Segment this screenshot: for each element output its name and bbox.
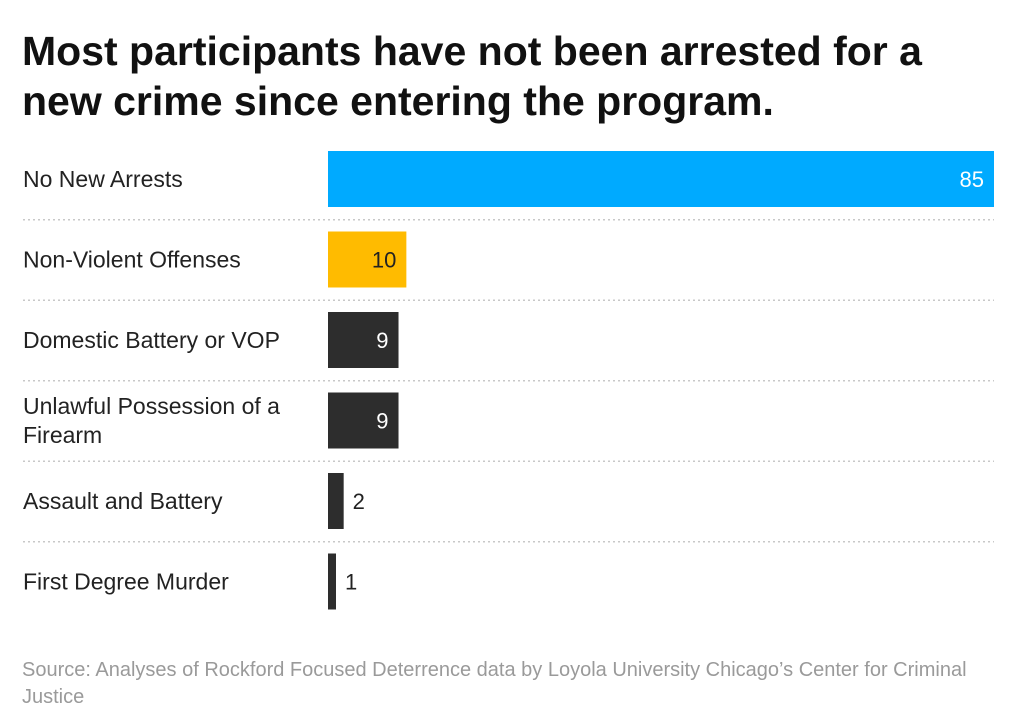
category-label-0: No New Arrests [23, 166, 183, 192]
value-label-3: 9 [376, 409, 388, 434]
value-label-4: 2 [353, 489, 365, 514]
bar-0 [328, 151, 994, 207]
source-note: Source: Analyses of Rockford Focused Det… [22, 659, 967, 708]
value-label-5: 1 [345, 570, 357, 595]
bar-2 [328, 312, 399, 368]
category-label-3: Unlawful Possession of a Firearm [23, 393, 280, 448]
category-label-2: Domestic Battery or VOP [23, 327, 280, 353]
bar-3 [328, 392, 399, 449]
chart-title: Most participants have not been arrested… [22, 28, 922, 124]
category-label-5: First Degree Murder [23, 569, 229, 595]
value-label-2: 9 [376, 328, 388, 353]
bar-5 [328, 553, 336, 610]
category-label-4: Assault and Battery [23, 488, 223, 514]
bar-1 [328, 231, 407, 288]
bar-4 [328, 473, 344, 529]
category-label-1: Non-Violent Offenses [23, 247, 241, 273]
value-label-0: 85 [960, 167, 984, 192]
value-label-1: 10 [372, 248, 396, 273]
